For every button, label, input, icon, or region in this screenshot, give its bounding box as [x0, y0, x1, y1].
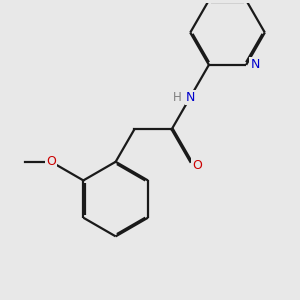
Text: O: O [46, 155, 56, 168]
Text: O: O [192, 159, 202, 172]
Text: H: H [173, 91, 182, 104]
Text: N: N [186, 91, 195, 104]
Text: N: N [250, 58, 260, 71]
